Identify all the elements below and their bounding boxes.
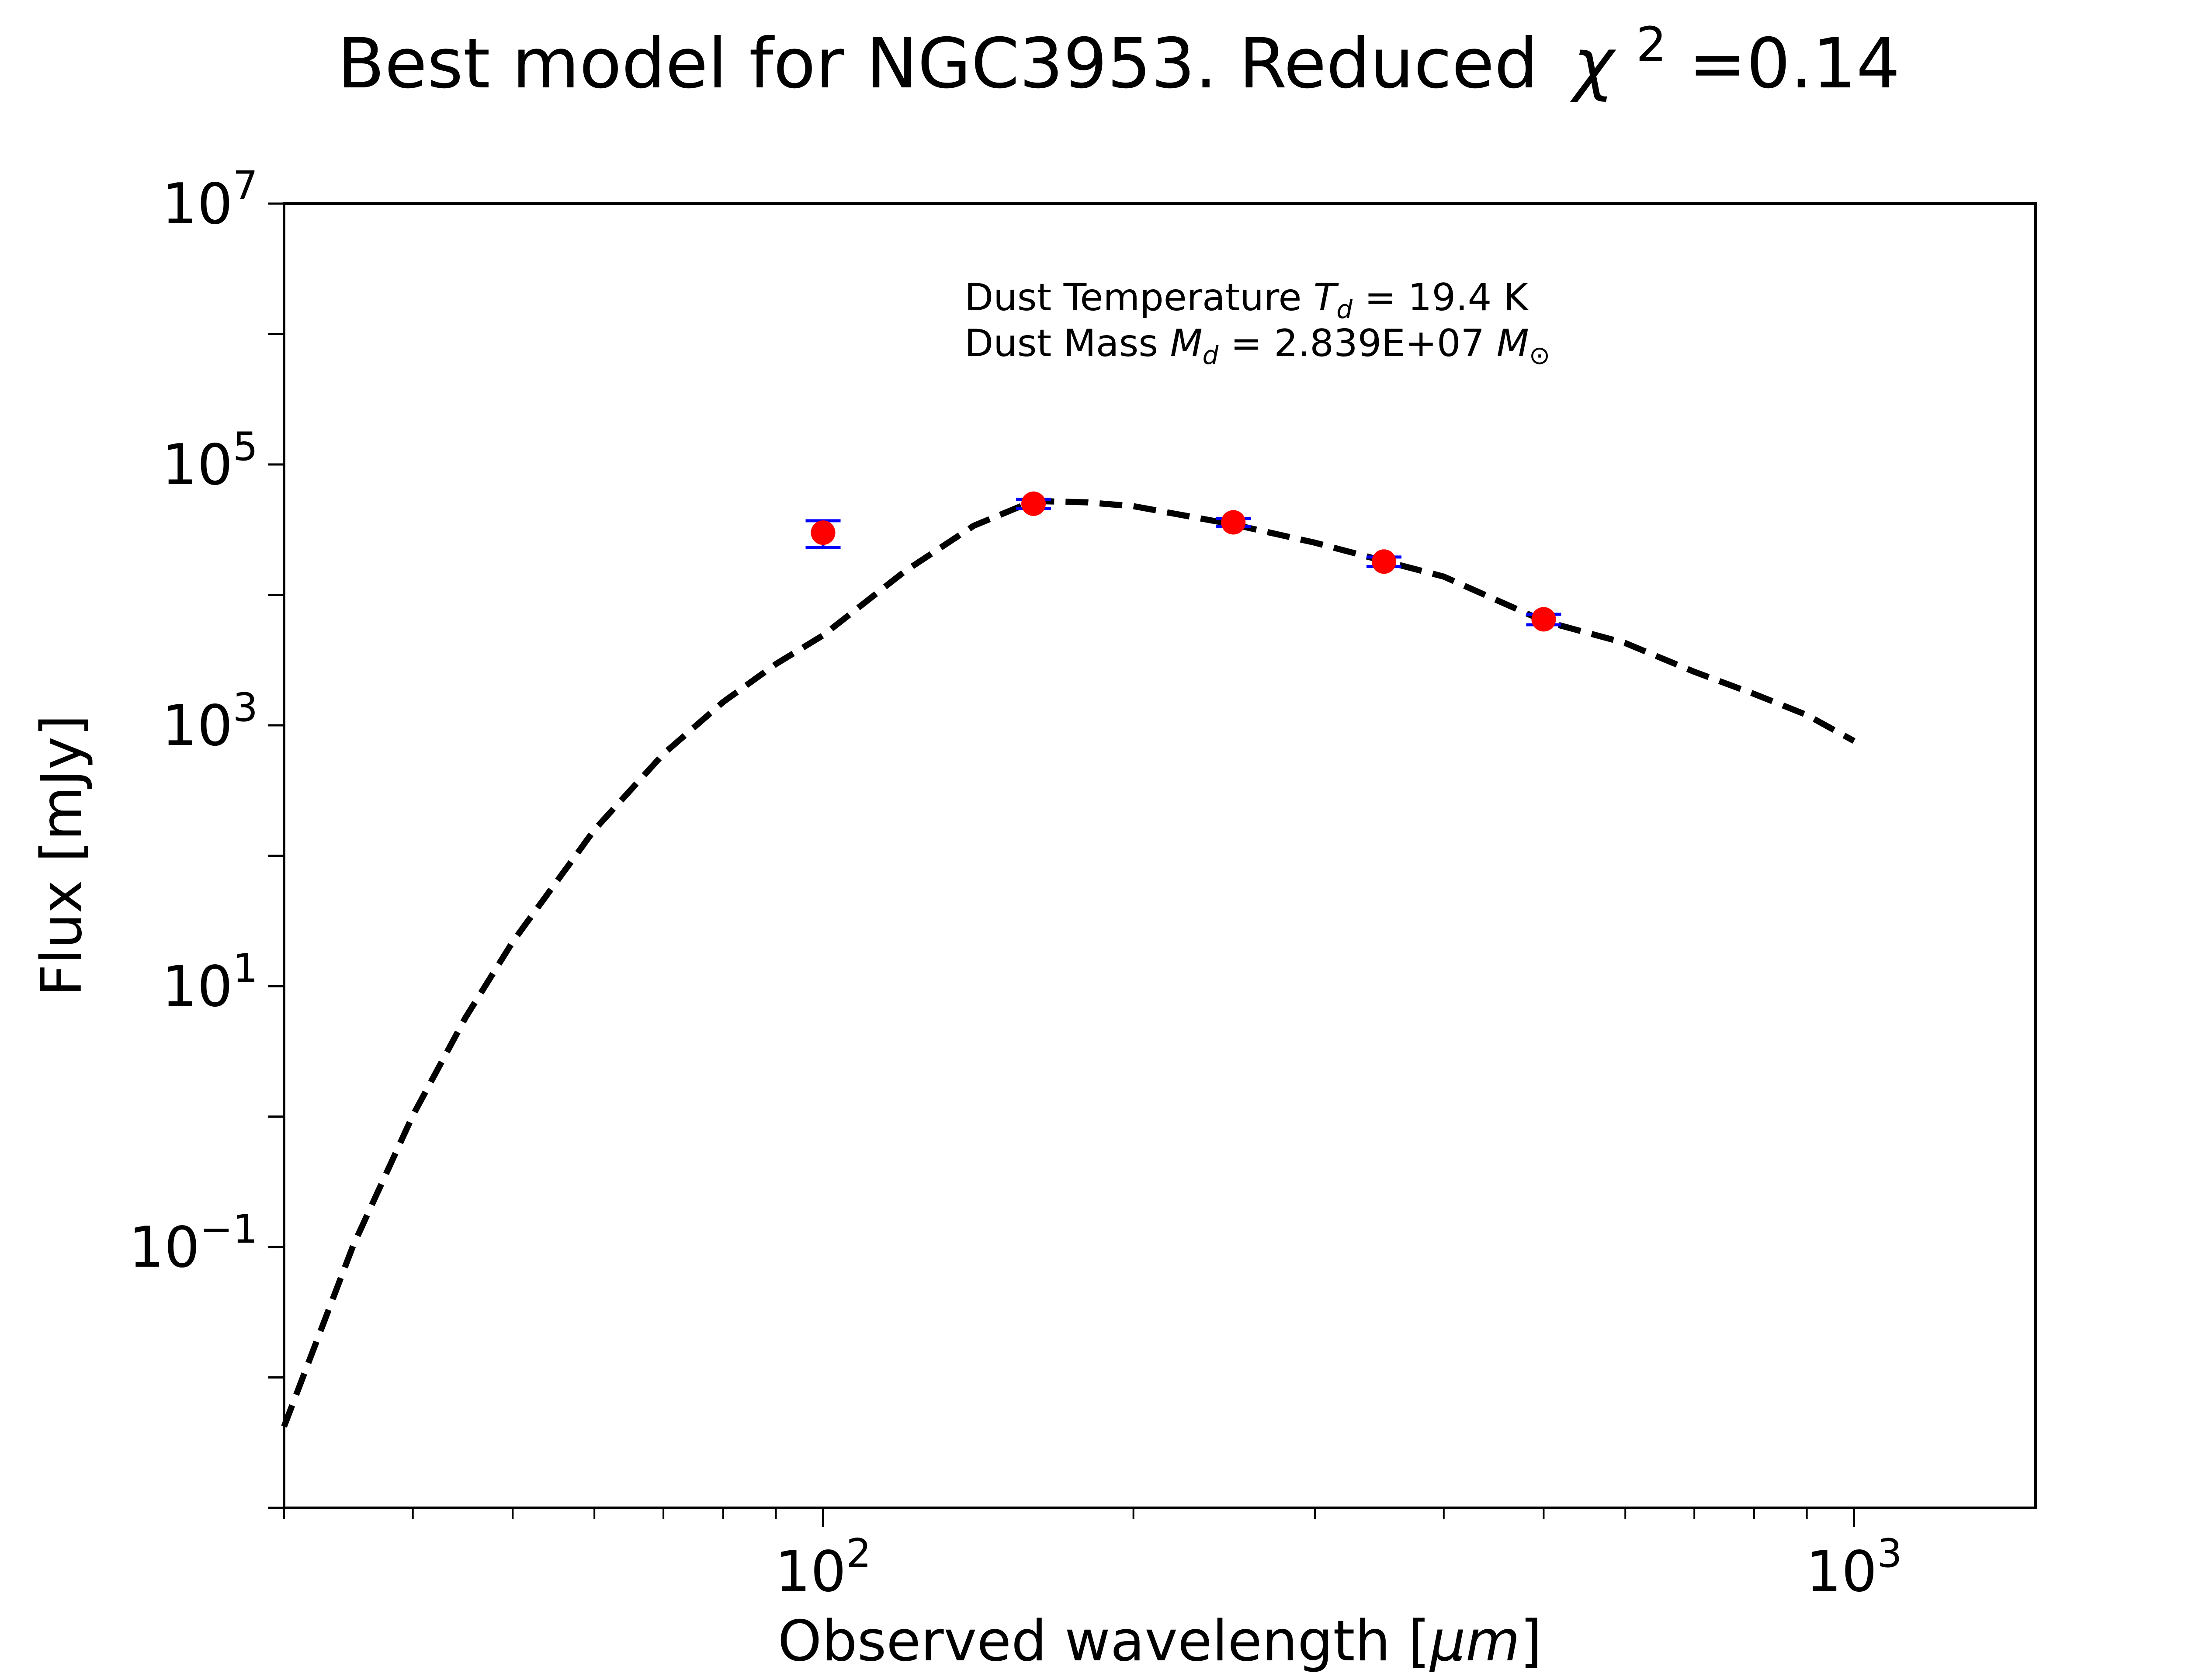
data-point: [1221, 510, 1246, 535]
data-point: [1531, 607, 1556, 632]
y-axis-ticks: 10−1 101 103 105 107: [128, 163, 284, 1509]
data-points-layer: [811, 491, 1556, 632]
data-point: [811, 520, 836, 545]
data-point: [1372, 549, 1397, 574]
chart-title-text: Best model for NGC3953. Reduced: [337, 24, 1538, 104]
y-tick-label: 103: [162, 685, 258, 759]
chart-title-chi-exponent: 2: [1636, 17, 1667, 73]
y-tick-label: 10−1: [128, 1206, 258, 1280]
chart-title: Best model for NGC3953. Reduced χ 2 =0.1…: [337, 0, 1900, 104]
y-tick-label: 101: [162, 946, 258, 1019]
annotation-dust-mass: Dust Mass Md = 2.839E+07 M⊙: [964, 322, 1550, 370]
chart-title-chi-value: =0.14: [1689, 24, 1900, 104]
y-tick-label: 107: [162, 163, 258, 237]
y-tick-label: 105: [162, 424, 258, 498]
plot-frame: [283, 202, 2037, 1509]
x-axis-label: Observed wavelength [μm]: [778, 1609, 1542, 1674]
chart-title-chi: χ: [1570, 24, 1616, 104]
model-curve-layer: [281, 498, 1856, 1428]
x-tick-label: 102: [775, 1531, 871, 1604]
y-axis-label: Flux [mJy]: [29, 715, 94, 997]
x-axis-ticks: 102 103: [283, 1508, 1902, 1604]
x-tick-label: 103: [1806, 1531, 1902, 1604]
data-point: [1021, 491, 1046, 516]
model-sed-curve: [281, 498, 1856, 1428]
annotation-dust-temperature: Dust Temperature Td = 19.4 K: [964, 276, 1530, 324]
